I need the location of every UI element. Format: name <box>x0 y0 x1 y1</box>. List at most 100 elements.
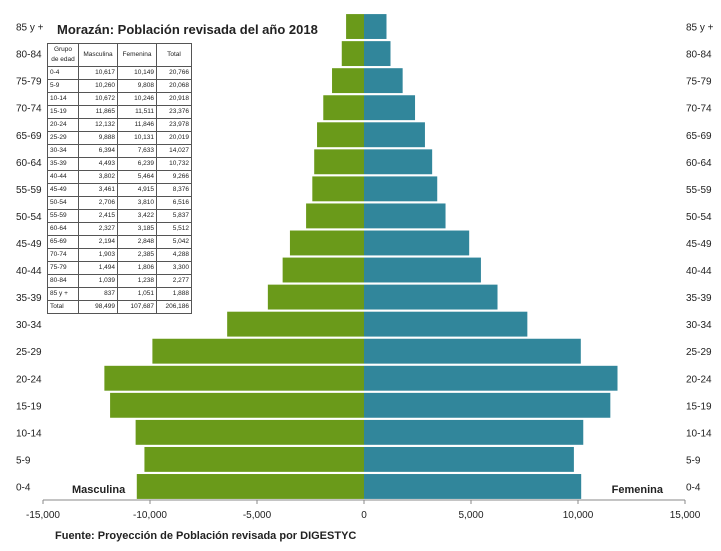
y-tick-label-right: 75-79 <box>686 77 712 88</box>
table-cell-value: 206,186 <box>156 300 192 314</box>
bar-masculina-40-44 <box>282 257 364 283</box>
table-cell-value: 10,260 <box>78 79 118 93</box>
table-cell-value: 6,239 <box>117 157 157 171</box>
bar-masculina-60-64 <box>314 149 364 175</box>
table-row: 20-24 12,132 11,846 23,978 <box>47 118 192 132</box>
y-tick-label-left: 75-79 <box>16 77 42 88</box>
bar-masculina-35-39 <box>267 284 364 310</box>
table-cell-group: 65-69 <box>47 235 79 249</box>
x-tick-label: 0 <box>361 510 367 521</box>
y-tick-label-left: 45-49 <box>16 239 42 250</box>
table-row: 55-59 2,415 3,422 5,837 <box>47 209 192 223</box>
y-tick-label-left: 10-14 <box>16 428 42 439</box>
table-cell-group: 25-29 <box>47 131 79 145</box>
bar-femenina-25-29 <box>364 338 581 364</box>
table-cell-group: 5-9 <box>47 79 79 93</box>
table-cell-value: 2,327 <box>78 222 118 236</box>
table-cell-group: 70-74 <box>47 248 79 262</box>
y-tick-label-left: 0-4 <box>16 482 31 493</box>
table-cell-group: 45-49 <box>47 183 79 197</box>
bar-femenina-15-19 <box>364 392 611 418</box>
table-cell-value: 3,300 <box>156 261 192 275</box>
table-cell-value: 3,461 <box>78 183 118 197</box>
table-header: Total <box>156 43 192 67</box>
table-cell-value: 9,888 <box>78 131 118 145</box>
bar-femenina-20-24 <box>364 365 618 391</box>
table-cell-value: 12,132 <box>78 118 118 132</box>
x-tick-label: 5,000 <box>458 510 483 521</box>
table-cell-value: 9,808 <box>117 79 157 93</box>
table-cell-value: 10,149 <box>117 66 157 80</box>
x-tick-label: 15,000 <box>670 510 701 521</box>
table-row: 40-44 3,802 5,464 9,266 <box>47 170 192 184</box>
bar-femenina-70-74 <box>364 95 416 121</box>
table-cell-value: 1,888 <box>156 287 192 301</box>
y-tick-label-right: 5-9 <box>686 455 701 466</box>
y-tick-label-left: 40-44 <box>16 266 42 277</box>
y-tick-label-right: 0-4 <box>686 482 701 493</box>
table-cell-value: 3,185 <box>117 222 157 236</box>
table-row: 60-64 2,327 3,185 5,512 <box>47 222 192 236</box>
table-row: 15-19 11,865 11,511 23,376 <box>47 105 192 119</box>
table-cell-value: 3,422 <box>117 209 157 223</box>
table-cell-value: 10,672 <box>78 92 118 106</box>
y-tick-label-left: 5-9 <box>16 455 31 466</box>
table-cell-value: 6,516 <box>156 196 192 210</box>
table-row: 35-39 4,493 6,239 10,732 <box>47 157 192 171</box>
table-row: Total 98,499 107,687 206,186 <box>47 300 192 314</box>
bar-femenina-5-9 <box>364 446 574 472</box>
table-cell-group: 60-64 <box>47 222 79 236</box>
table-cell-value: 20,019 <box>156 131 192 145</box>
series-label-masculina: Masculina <box>72 484 126 496</box>
bar-masculina-5-9 <box>144 446 364 472</box>
table-cell-group: 40-44 <box>47 170 79 184</box>
bar-femenina-50-54 <box>364 203 446 229</box>
table-cell-value: 10,131 <box>117 131 157 145</box>
chart-title: Morazán: Población revisada del año 2018 <box>57 22 318 37</box>
bar-masculina-10-14 <box>135 419 364 445</box>
bar-femenina-45-49 <box>364 230 470 256</box>
y-tick-label-right: 70-74 <box>686 104 712 115</box>
table-row: 45-49 3,461 4,915 8,376 <box>47 183 192 197</box>
y-tick-label-left: 60-64 <box>16 158 42 169</box>
table-cell-group: 50-54 <box>47 196 79 210</box>
table-cell-value: 2,277 <box>156 274 192 288</box>
table-cell-value: 11,511 <box>117 105 157 119</box>
table-cell-value: 11,846 <box>117 118 157 132</box>
x-tick-label: -10,000 <box>133 510 167 521</box>
bar-masculina-80-84 <box>341 41 364 67</box>
table-cell-group: 15-19 <box>47 105 79 119</box>
table-cell-value: 2,194 <box>78 235 118 249</box>
y-tick-label-left: 70-74 <box>16 104 42 115</box>
table-cell-value: 5,837 <box>156 209 192 223</box>
bar-femenina-55-59 <box>364 176 438 202</box>
table-row: 5-9 10,260 9,808 20,068 <box>47 79 192 93</box>
table-cell-value: 11,865 <box>78 105 118 119</box>
y-tick-label-left: 35-39 <box>16 293 42 304</box>
table-cell-value: 2,415 <box>78 209 118 223</box>
table-cell-value: 5,042 <box>156 235 192 249</box>
y-tick-label-left: 15-19 <box>16 401 42 412</box>
table-cell-group: 80-84 <box>47 274 79 288</box>
table-cell-value: 2,706 <box>78 196 118 210</box>
y-tick-label-left: 20-24 <box>16 374 42 385</box>
table-cell-value: 14,027 <box>156 144 192 158</box>
y-tick-label-right: 35-39 <box>686 293 712 304</box>
table-cell-value: 4,493 <box>78 157 118 171</box>
y-tick-label-right: 15-19 <box>686 401 712 412</box>
bar-femenina-60-64 <box>364 149 433 175</box>
y-tick-label-right: 25-29 <box>686 347 712 358</box>
x-tick-label: -15,000 <box>26 510 60 521</box>
bar-masculina-45-49 <box>289 230 364 256</box>
table-cell-group: Total <box>47 300 79 314</box>
table-cell-value: 10,732 <box>156 157 192 171</box>
table-cell-value: 10,246 <box>117 92 157 106</box>
table-cell-value: 1,903 <box>78 248 118 262</box>
table-row: 85 y +837 1,051 1,888 <box>47 287 192 301</box>
y-tick-label-left: 30-34 <box>16 320 42 331</box>
table-cell-value: 4,915 <box>117 183 157 197</box>
table-row: 30-34 6,394 7,633 14,027 <box>47 144 192 158</box>
y-tick-label-right: 10-14 <box>686 428 712 439</box>
table-cell-value: 1,039 <box>78 274 118 288</box>
table-cell-value: 20,068 <box>156 79 192 93</box>
